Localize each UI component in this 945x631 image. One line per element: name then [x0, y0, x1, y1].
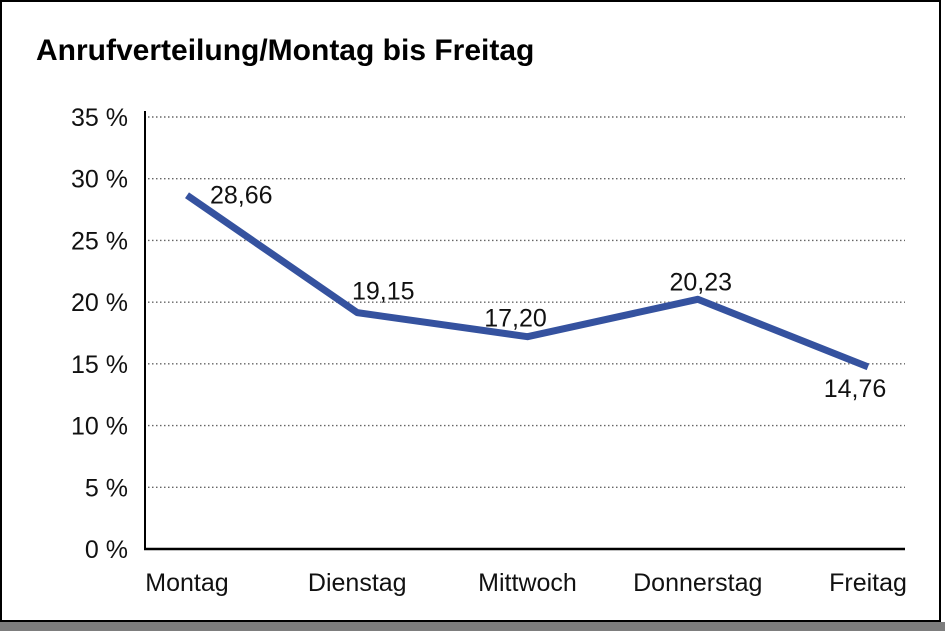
data-series-line: [185, 192, 870, 371]
x-category-label: Montag: [145, 569, 228, 597]
x-category-label: Dienstag: [308, 569, 407, 597]
y-tick-label: 25 %: [71, 227, 128, 255]
y-tick-label: 0 %: [85, 536, 128, 564]
data-point-label: 17,20: [484, 305, 547, 333]
data-point-label: 14,76: [824, 375, 887, 403]
x-category-label: Mittwoch: [478, 569, 577, 597]
data-point-label: 20,23: [669, 268, 732, 296]
chart-title: Anrufverteilung/Montag bis Freitag: [36, 34, 535, 67]
y-tick-label: 10 %: [71, 413, 128, 441]
x-category-label: Donnerstag: [633, 569, 762, 597]
data-point-label: 28,66: [210, 181, 273, 209]
y-tick-label: 15 %: [71, 351, 128, 379]
y-tick-label: 5 %: [85, 474, 128, 502]
window-bottom-shadow: [0, 622, 945, 631]
data-point-label: 19,15: [352, 278, 415, 306]
y-tick-label: 30 %: [71, 166, 128, 194]
y-tick-label: 20 %: [71, 289, 128, 317]
y-tick-label: 35 %: [71, 104, 128, 132]
x-category-label: Freitag: [829, 569, 907, 597]
